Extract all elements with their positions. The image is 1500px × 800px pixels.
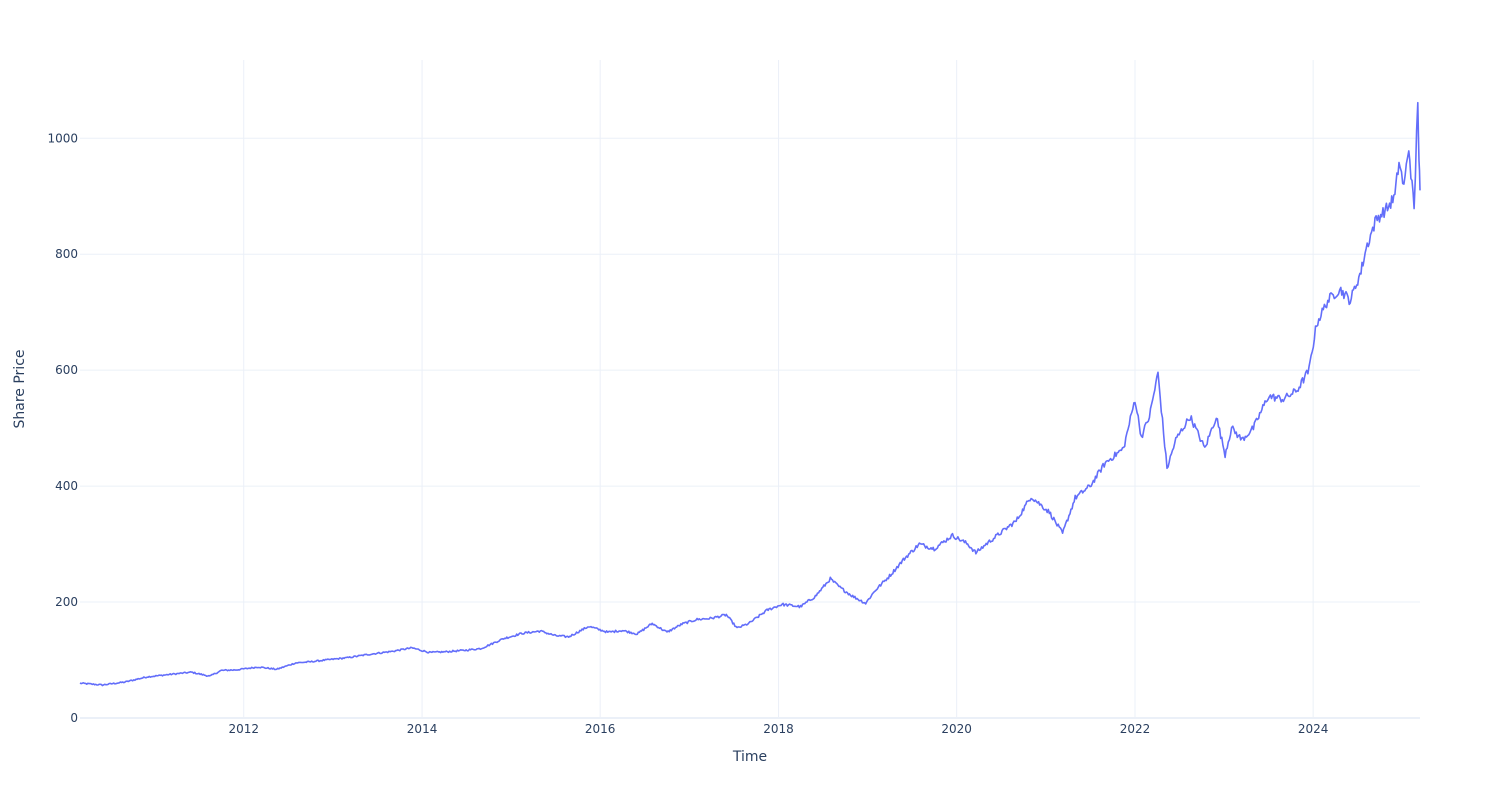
x-tick-label: 2014 <box>407 722 438 736</box>
plot-background <box>80 60 1420 718</box>
y-tick-label: 200 <box>55 595 78 609</box>
x-tick-label: 2012 <box>228 722 259 736</box>
x-tick-label: 2024 <box>1298 722 1329 736</box>
x-axis-tick-labels: 2012 2014 2016 2018 2020 2022 2024 <box>228 722 1328 736</box>
grid-lines <box>80 60 1420 718</box>
y-axis-tick-labels: 0 200 400 600 800 1000 <box>47 131 78 725</box>
share-price-line <box>79 101 1421 687</box>
y-tick-label: 600 <box>55 363 78 377</box>
y-tick-label: 1000 <box>47 131 78 145</box>
y-axis-title: Share Price <box>12 349 28 428</box>
x-tick-label: 2018 <box>763 722 794 736</box>
x-tick-label: 2020 <box>941 722 972 736</box>
x-axis-title: Time <box>732 749 767 765</box>
x-tick-label: 2022 <box>1120 722 1151 736</box>
y-tick-label: 800 <box>55 247 78 261</box>
y-tick-label: 400 <box>55 479 78 493</box>
x-tick-label: 2016 <box>585 722 616 736</box>
y-tick-label: 0 <box>70 711 78 725</box>
